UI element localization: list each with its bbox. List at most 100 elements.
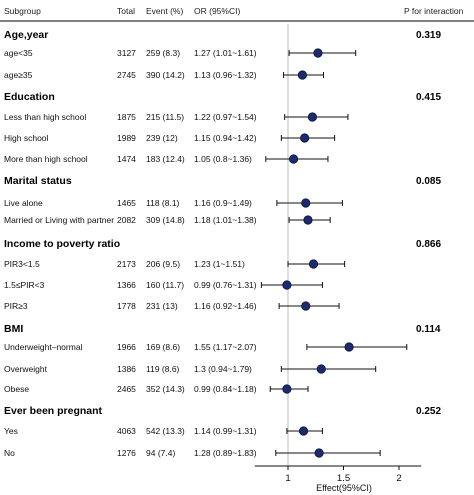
row-label: PIR≥3 (4, 301, 28, 311)
p-interaction-value: 0.415 (416, 92, 441, 103)
row-total: 3127 (117, 48, 136, 58)
point-estimate (313, 48, 323, 58)
row-event: 119 (8.6) (146, 364, 180, 374)
row-label: Live alone (4, 198, 43, 208)
point-estimate (288, 154, 299, 164)
row-event: 352 (14.3) (146, 384, 185, 394)
row-total: 1989 (117, 133, 136, 143)
point-estimate (303, 215, 313, 225)
row-or-ci: 1.3 (0.94~1.79) (194, 364, 252, 374)
row-total: 4063 (117, 426, 136, 436)
x-axis-label: Effect(95%CI) (316, 483, 372, 493)
row-total: 1386 (117, 364, 136, 374)
x-axis: 1 1.5 2 (254, 465, 422, 484)
header-or: OR (95%CI) (194, 6, 240, 16)
point-estimate (300, 133, 310, 143)
row-label: age<35 (4, 48, 33, 58)
row-or-ci: 1.22 (0.97~1.54) (194, 112, 257, 122)
point-estimate (308, 259, 319, 269)
row-event: 259 (8.3) (146, 48, 180, 58)
row-event: 309 (14.8) (146, 215, 185, 225)
row-label: Obese (4, 384, 29, 394)
point-estimate (307, 112, 318, 122)
row-label: Overweight (4, 364, 48, 374)
row-or-ci: 1.28 (0.89~1.83) (194, 448, 257, 458)
group-title: Marital status (4, 175, 72, 187)
group-title: BMI (4, 323, 23, 335)
point-estimate (301, 198, 311, 208)
row-total: 1276 (117, 448, 136, 458)
row-total: 2173 (117, 259, 136, 269)
row-label: Yes (4, 426, 18, 436)
group-title: Ever been pregnant (4, 405, 103, 417)
row-total: 2745 (117, 70, 136, 80)
row-label: High school (4, 133, 49, 143)
point-estimate (316, 364, 326, 374)
group-title: Age,year (4, 29, 48, 41)
rows-layer: Age,year 0.319 age<35 3127 259 (8.3) 1.27 (1.… (4, 29, 441, 458)
row-label: PIR3<1.5 (4, 259, 40, 269)
row-event: 183 (12.4) (146, 154, 185, 164)
p-interaction-value: 0.252 (416, 406, 441, 417)
p-interaction-value: 0.866 (416, 239, 441, 250)
row-event: 160 (11.7) (146, 280, 184, 290)
group-title: Income to poverty ratio (4, 238, 120, 250)
row-total: 1966 (117, 342, 136, 352)
row-label: 1.5≤PIR<3 (4, 280, 45, 290)
row-or-ci: 0.99 (0.76~1.31) (194, 280, 257, 290)
row-event: 542 (13.3) (146, 426, 185, 436)
row-event: 94 (7.4) (146, 448, 175, 458)
point-estimate (298, 426, 309, 436)
row-total: 1366 (117, 280, 136, 290)
row-or-ci: 1.23 (1~1.51) (194, 259, 245, 269)
point-estimate (314, 448, 324, 458)
row-event: 390 (14.2) (146, 70, 185, 80)
row-label: No (4, 448, 15, 458)
x-tick-label: 1.5 (337, 473, 350, 484)
row-label: Underweight–normal (4, 342, 83, 352)
point-estimate (282, 384, 292, 394)
row-total: 1465 (117, 198, 136, 208)
x-tick-label: 1 (285, 473, 290, 484)
row-event: 215 (11.5) (146, 112, 184, 122)
p-interaction-value: 0.114 (416, 324, 441, 335)
row-total: 1875 (117, 112, 136, 122)
header-total: Total (117, 6, 135, 16)
point-estimate (282, 280, 292, 290)
row-or-ci: 1.05 (0.8~1.36) (194, 154, 252, 164)
row-event: 206 (9.5) (146, 259, 180, 269)
row-or-ci: 0.99 (0.84~1.18) (194, 384, 257, 394)
row-or-ci: 1.14 (0.99~1.31) (194, 426, 257, 436)
marks-layer (260, 24, 408, 466)
row-event: 118 (8.1) (146, 198, 180, 208)
row-or-ci: 1.55 (1.17~2.07) (194, 342, 257, 352)
header-event: Event (%) (146, 6, 183, 16)
row-or-ci: 1.16 (0.9~1.49) (194, 198, 252, 208)
row-or-ci: 1.18 (1.01~1.38) (194, 215, 257, 225)
point-estimate (297, 70, 308, 80)
row-or-ci: 1.15 (0.94~1.42) (194, 133, 257, 143)
row-label: More than high school (4, 154, 88, 164)
x-tick-label: 2 (396, 473, 401, 484)
p-interaction-value: 0.319 (416, 30, 441, 41)
header-subgroup: Subgroup (4, 6, 41, 16)
header-p-interaction: P for interaction (404, 6, 464, 16)
row-or-ci: 1.16 (0.92~1.46) (194, 301, 257, 311)
row-or-ci: 1.13 (0.96~1.32) (194, 70, 257, 80)
row-total: 2465 (117, 384, 136, 394)
row-label: Less than high school (4, 112, 86, 122)
group-title: Education (4, 91, 55, 103)
row-event: 239 (12) (146, 133, 178, 143)
point-estimate (301, 301, 311, 311)
row-label: Married or Living with partner (4, 215, 114, 225)
p-interaction-value: 0.085 (416, 176, 441, 187)
row-total: 1474 (117, 154, 136, 164)
row-total: 1778 (117, 301, 136, 311)
row-label: age≥35 (4, 70, 33, 80)
row-event: 231 (13) (146, 301, 178, 311)
point-estimate (344, 342, 354, 352)
row-event: 169 (8.6) (146, 342, 180, 352)
row-or-ci: 1.27 (1.01~1.61) (194, 48, 257, 58)
row-total: 2082 (117, 215, 136, 225)
